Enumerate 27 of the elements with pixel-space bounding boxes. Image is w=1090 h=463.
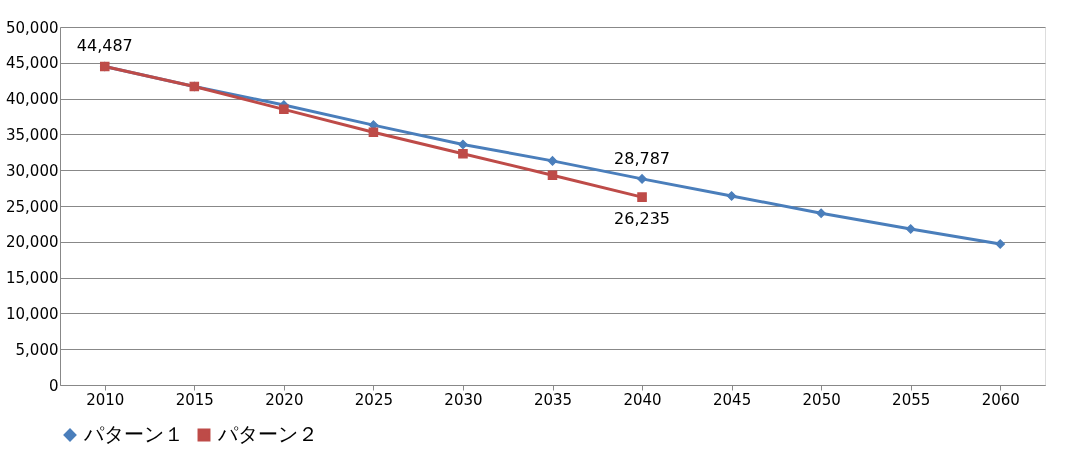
data-label: 44,487	[76, 36, 133, 56]
y-tick-label: 35,000	[6, 125, 59, 144]
y-tick-label: 45,000	[6, 54, 59, 73]
y-tick-label: 40,000	[6, 90, 59, 109]
data-label: 28,787	[614, 148, 671, 168]
x-tick-label: 2025	[354, 390, 393, 409]
y-tick-label: 20,000	[6, 233, 59, 252]
legend-label: パターン１	[83, 422, 184, 446]
y-tick-label: 50,000	[6, 18, 59, 37]
y-tick-label: 30,000	[6, 161, 59, 180]
x-tick-label: 2030	[444, 390, 483, 409]
x-tick-label: 2045	[713, 390, 752, 409]
y-tick-label: 0	[48, 376, 59, 395]
y-tick-label: 10,000	[6, 304, 59, 323]
legend-label: パターン２	[217, 422, 318, 446]
x-tick-label: 2040	[623, 390, 662, 409]
x-tick-label: 2035	[533, 390, 573, 409]
x-tick-label: 2015	[175, 390, 214, 409]
x-tick-label: 2060	[981, 390, 1020, 409]
y-tick-label: 25,000	[6, 197, 59, 216]
x-tick-label: 2020	[265, 390, 304, 409]
x-tick-label: 2010	[86, 390, 125, 409]
x-tick-label: 2050	[802, 390, 841, 409]
y-tick-label: 5,000	[15, 340, 59, 359]
x-tick-label: 2055	[892, 390, 931, 409]
y-tick-label: 15,000	[6, 269, 59, 288]
data-label: 26,235	[614, 209, 671, 229]
